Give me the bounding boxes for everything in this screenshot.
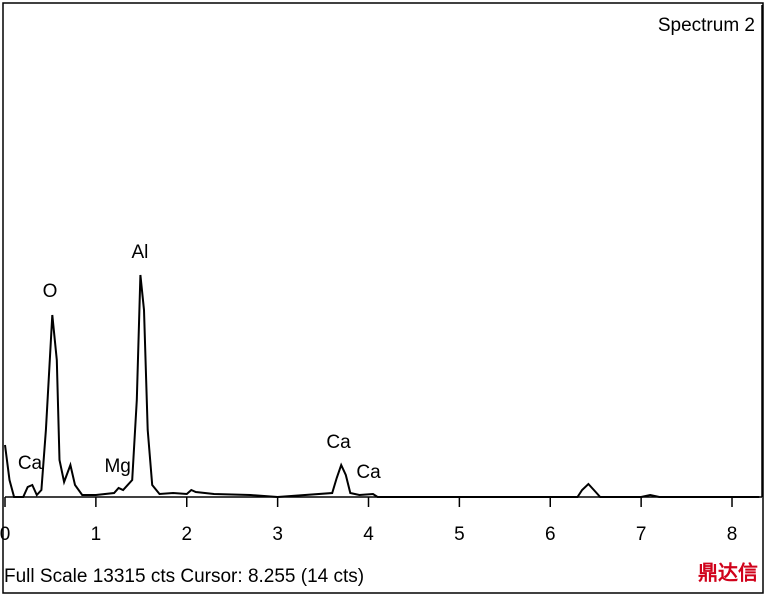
peak-label: Mg	[104, 456, 130, 477]
footer: Full Scale 13315 cts Cursor: 8.255 (14 c…	[4, 566, 364, 587]
x-tick-label: 3	[272, 524, 283, 545]
chart-title: Spectrum 2	[658, 15, 755, 36]
x-tick-label: 7	[636, 524, 647, 545]
x-tick-label: 5	[454, 524, 465, 545]
x-tick-label: 8	[727, 524, 738, 545]
watermark: 鼎达信	[698, 560, 758, 584]
peak-label: Ca	[356, 462, 381, 483]
x-tick-label: 1	[91, 524, 102, 545]
peak-label: Ca	[326, 432, 351, 453]
x-tick-label: 2	[181, 524, 192, 545]
x-tick-label: 0	[0, 524, 10, 545]
spectrum-line	[4, 274, 760, 499]
x-tick-label: 6	[545, 524, 556, 545]
peak-label: Al	[131, 242, 148, 263]
peak-label: O	[43, 281, 58, 302]
x-tick-label: 4	[363, 524, 374, 545]
peak-label: Ca	[18, 453, 43, 474]
